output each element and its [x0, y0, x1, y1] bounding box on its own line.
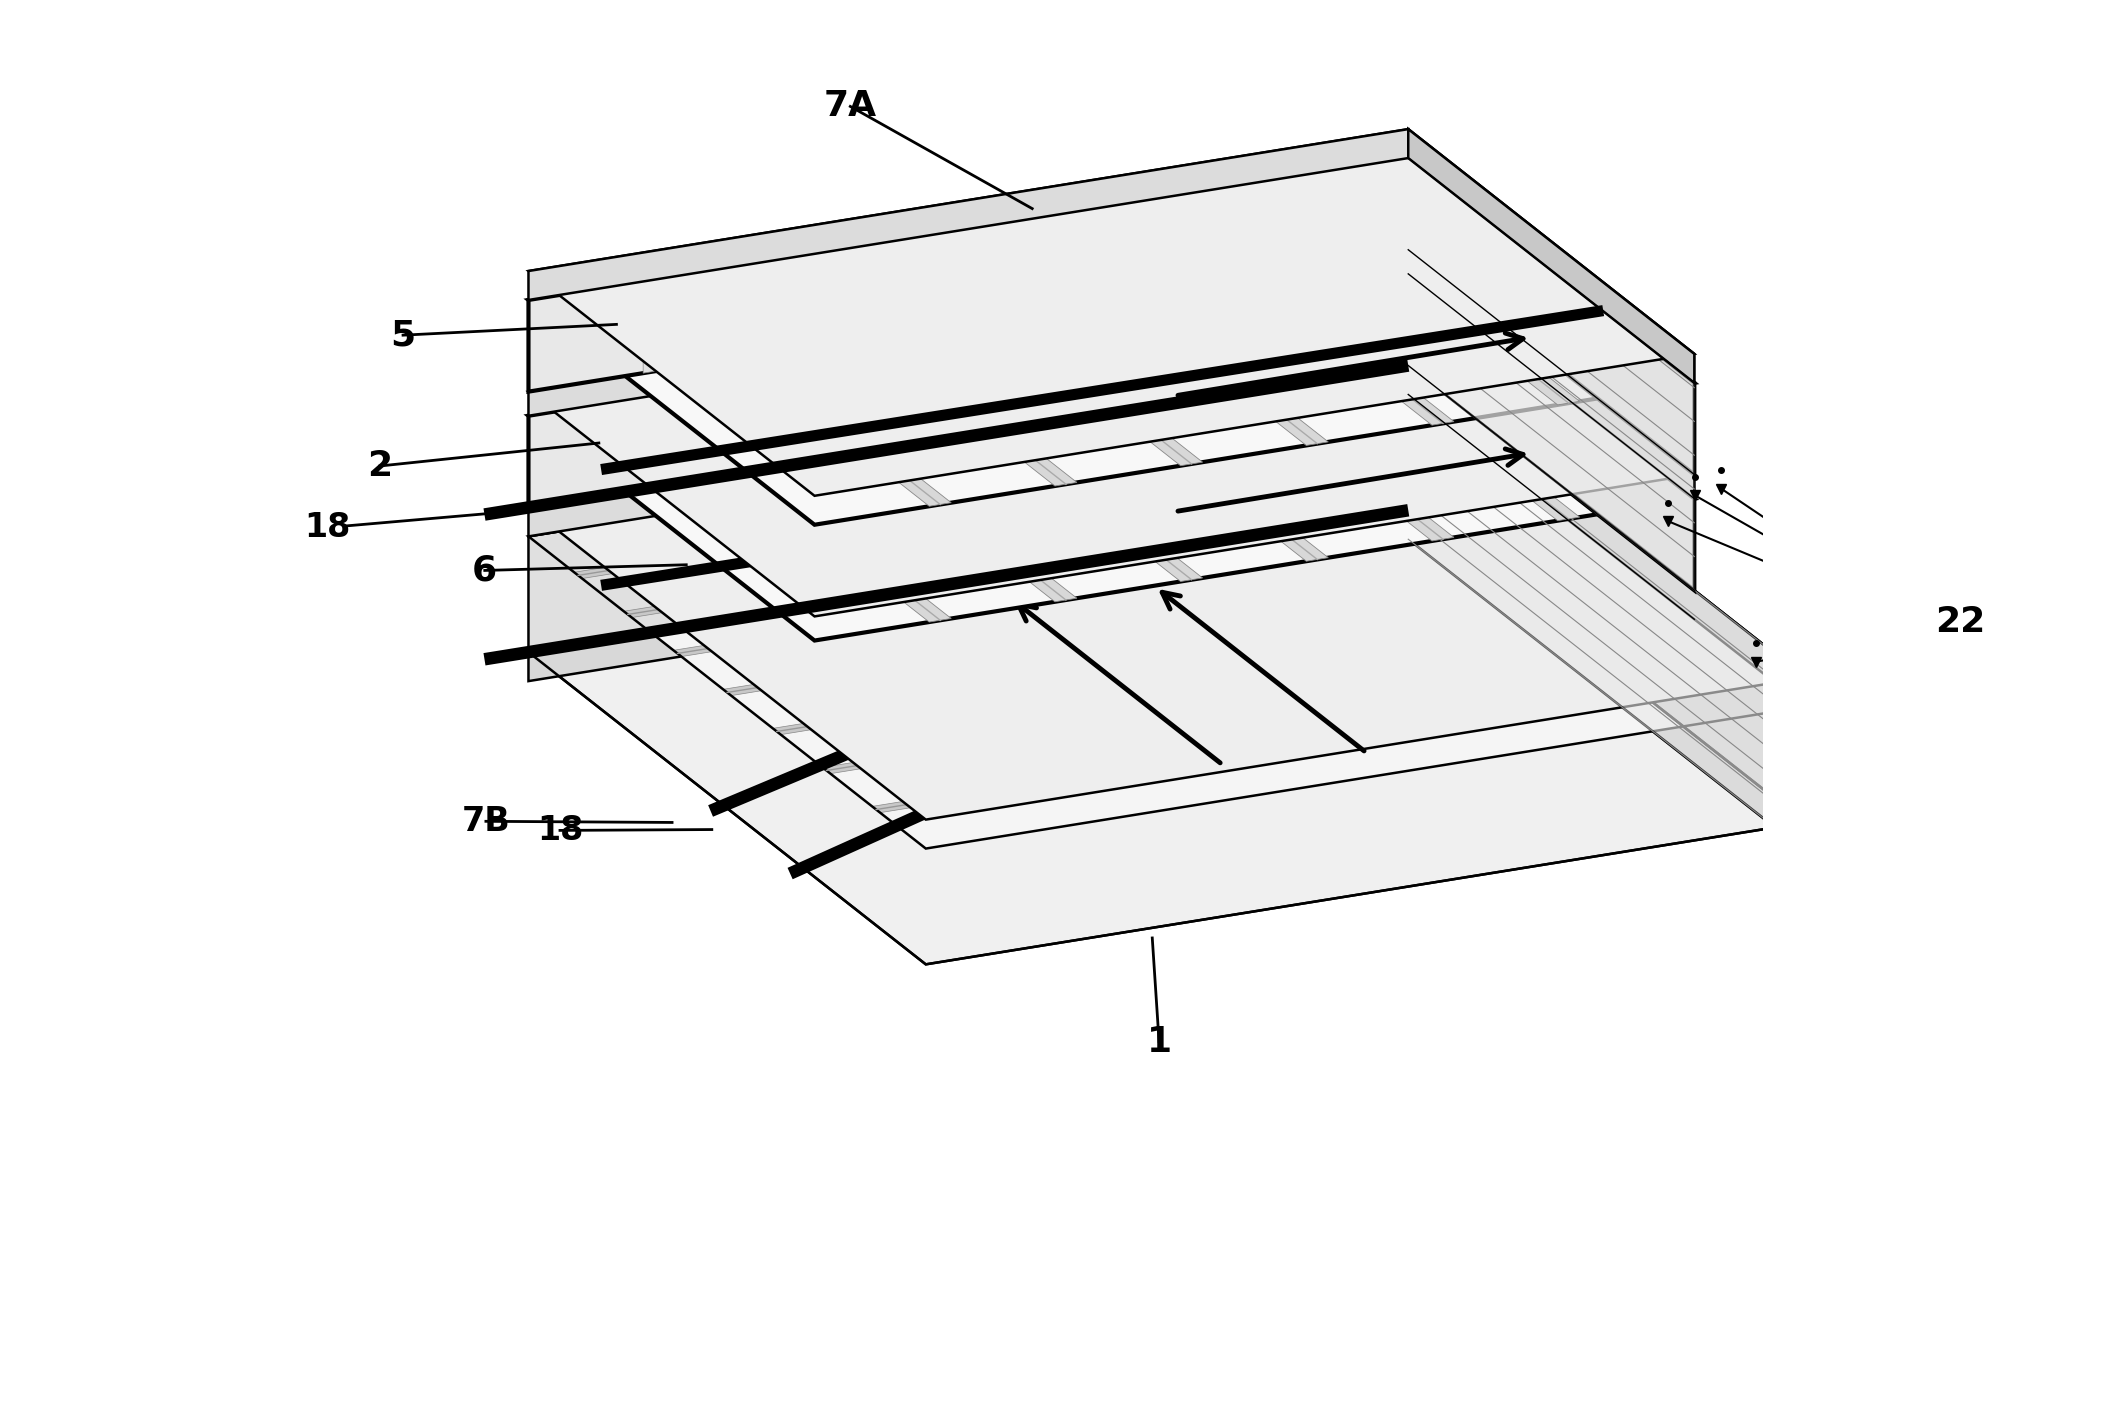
Polygon shape	[1407, 250, 1694, 498]
Polygon shape	[769, 258, 1077, 485]
Polygon shape	[529, 366, 1806, 820]
Polygon shape	[529, 250, 1694, 616]
Polygon shape	[723, 548, 1612, 695]
Polygon shape	[1407, 394, 1806, 823]
Polygon shape	[529, 129, 1694, 495]
Polygon shape	[643, 278, 950, 507]
Polygon shape	[529, 274, 1407, 508]
Polygon shape	[1146, 197, 1167, 292]
Polygon shape	[674, 508, 1561, 657]
Polygon shape	[529, 158, 1694, 525]
Polygon shape	[643, 278, 666, 373]
Text: 22: 22	[1934, 606, 1985, 640]
Text: 18: 18	[537, 815, 584, 847]
Text: 2: 2	[367, 448, 392, 482]
Polygon shape	[1271, 292, 1294, 387]
Polygon shape	[1146, 312, 1167, 407]
Polygon shape	[1407, 366, 1806, 707]
Polygon shape	[895, 237, 1203, 465]
Polygon shape	[1146, 312, 1454, 541]
Text: 7B: 7B	[461, 805, 510, 837]
Polygon shape	[529, 511, 1806, 965]
Polygon shape	[1271, 176, 1294, 272]
Polygon shape	[769, 373, 1077, 602]
Polygon shape	[1271, 292, 1580, 521]
Polygon shape	[1020, 333, 1043, 429]
Polygon shape	[1020, 217, 1043, 312]
Polygon shape	[575, 430, 1462, 579]
Polygon shape	[773, 586, 1660, 735]
Polygon shape	[529, 274, 1694, 640]
Text: 6: 6	[472, 553, 497, 587]
Polygon shape	[1407, 129, 1694, 590]
Polygon shape	[1407, 129, 1694, 383]
Polygon shape	[1271, 176, 1580, 404]
Polygon shape	[1407, 511, 1806, 851]
Polygon shape	[643, 393, 666, 490]
Polygon shape	[1407, 274, 1694, 590]
Text: 5: 5	[390, 318, 415, 352]
Polygon shape	[529, 366, 1407, 536]
Polygon shape	[624, 470, 1511, 617]
Polygon shape	[822, 626, 1711, 773]
Text: 1: 1	[1146, 1025, 1171, 1059]
Text: 18: 18	[303, 511, 350, 543]
Polygon shape	[529, 250, 1407, 416]
Polygon shape	[872, 664, 1759, 813]
Polygon shape	[1407, 366, 1806, 851]
Polygon shape	[529, 511, 1407, 681]
Polygon shape	[769, 373, 790, 468]
Polygon shape	[529, 129, 1407, 299]
Polygon shape	[769, 258, 790, 353]
Polygon shape	[529, 394, 1407, 653]
Text: 7A: 7A	[824, 89, 877, 123]
Polygon shape	[1407, 158, 1694, 474]
Polygon shape	[895, 353, 917, 448]
Polygon shape	[1020, 333, 1327, 562]
Polygon shape	[1146, 197, 1454, 426]
Polygon shape	[1020, 217, 1327, 446]
Polygon shape	[895, 237, 917, 332]
Polygon shape	[643, 393, 950, 622]
Polygon shape	[529, 394, 1806, 849]
Polygon shape	[529, 158, 1407, 392]
Polygon shape	[895, 353, 1203, 582]
